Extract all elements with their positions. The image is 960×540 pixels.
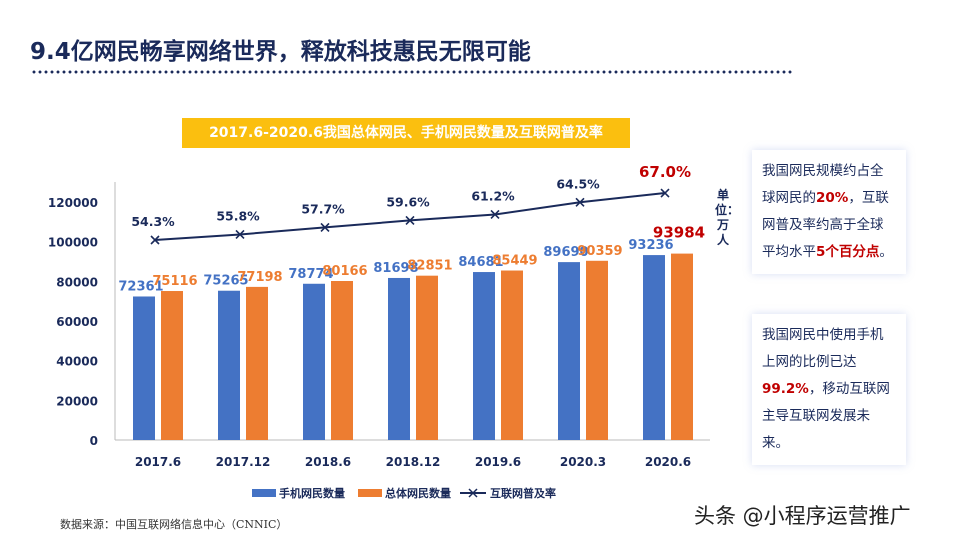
data-label-mobile: 72361 <box>118 279 163 294</box>
note-highlight: 20% <box>816 190 849 206</box>
data-label-rate: 61.2% <box>471 188 515 203</box>
note-highlight: 99.2% <box>762 381 809 397</box>
dotted-divider <box>31 70 793 74</box>
bar-mobile <box>218 290 240 440</box>
data-label-mobile: 89690 <box>543 245 588 260</box>
note-box-1: 我国网民规模约占全球网民的20%，互联网普及率约高于全球平均水平5个百分点。 <box>752 150 906 274</box>
data-source: 数据来源：中国互联网络信息中心（CNNIC） <box>60 518 288 531</box>
line-marker <box>405 215 415 225</box>
bar-mobile <box>558 262 580 440</box>
data-label-rate: 67.0% <box>639 163 691 181</box>
line-marker <box>575 197 585 207</box>
y-tick-label: 40000 <box>56 355 98 369</box>
line-marker <box>150 235 160 245</box>
y-tick-label: 0 <box>90 434 98 448</box>
data-label-total: 93984 <box>653 224 705 242</box>
data-label-mobile: 81698 <box>373 261 418 276</box>
legend-label: 手机网民数量 <box>279 486 345 500</box>
y-tick-label: 120000 <box>48 196 98 210</box>
note-text: ，移动互联网主导互联网发展未来。 <box>762 381 890 451</box>
data-label-total: 75116 <box>152 274 197 289</box>
data-label-total: 82851 <box>407 259 452 274</box>
data-label-rate: 55.8% <box>216 208 260 223</box>
page-title: 9.4亿网民畅享网络世界，释放科技惠民无限可能 <box>30 39 531 65</box>
data-label-total: 80166 <box>322 264 367 279</box>
bar-total <box>246 286 268 440</box>
data-label-mobile: 78774 <box>288 267 333 282</box>
data-label-rate: 64.5% <box>556 176 600 191</box>
legend-label: 互联网普及率 <box>490 486 556 500</box>
data-label-mobile: 93236 <box>628 238 673 253</box>
data-label-rate: 54.3% <box>131 214 175 229</box>
bar-total <box>501 270 523 440</box>
legend-swatch-mobile <box>252 489 276 497</box>
x-tick-label: 2020.6 <box>645 455 691 469</box>
legend-marker <box>468 488 478 498</box>
y-tick-label: 20000 <box>56 394 98 408</box>
y-tick-label: 100000 <box>48 236 98 250</box>
data-label-total: 77198 <box>237 270 282 285</box>
x-tick-label: 2019.6 <box>475 455 521 469</box>
x-tick-label: 2018.6 <box>305 455 351 469</box>
data-label-rate: 59.6% <box>386 194 430 209</box>
legend-swatch-total <box>358 489 382 497</box>
x-tick-label: 2017.12 <box>216 455 271 469</box>
note-text: 我国网民规模约占全球网民的 <box>762 163 884 206</box>
bar-total <box>416 275 438 440</box>
x-tick-label: 2018.12 <box>386 455 441 469</box>
watermark: 头条 @小程序运营推广 <box>694 504 911 528</box>
line-marker <box>490 209 500 220</box>
data-label-rate: 57.7% <box>301 201 345 216</box>
data-label-total: 85449 <box>492 254 537 269</box>
bar-total <box>671 253 693 440</box>
note-box-2: 我国网民中使用手机上网的比例已达 99.2%，移动互联网主导互联网发展未来。 <box>752 314 906 465</box>
note-text: 我国网民中使用手机上网的比例已达 <box>762 327 884 370</box>
y-tick-label: 80000 <box>56 275 98 289</box>
note-text: 。 <box>879 244 893 260</box>
line-marker <box>235 229 245 240</box>
bar-total <box>586 260 608 440</box>
chart-title: 2017.6-2020.6我国总体网民、手机网民数量及互联网普及率 <box>182 118 630 148</box>
data-label-total: 90359 <box>577 244 622 259</box>
data-label-mobile: 75265 <box>203 274 248 289</box>
line-marker <box>660 188 670 198</box>
line-marker <box>320 222 330 232</box>
x-tick-label: 2017.6 <box>135 455 181 469</box>
bar-mobile <box>473 272 495 440</box>
bar-mobile <box>133 296 155 440</box>
x-tick-label: 2020.3 <box>560 455 606 469</box>
bar-mobile <box>643 255 665 440</box>
y-tick-label: 60000 <box>56 315 98 329</box>
bar-mobile <box>303 283 325 440</box>
data-label-mobile: 84681 <box>458 255 503 270</box>
bar-total <box>331 281 353 440</box>
note-text: ，互联网普及率约高于全球平均水平 <box>762 190 889 260</box>
note-highlight: 5个百分点 <box>816 244 880 260</box>
bar-total <box>161 291 183 440</box>
legend-label: 总体网民数量 <box>385 486 451 500</box>
bar-mobile <box>388 277 410 440</box>
